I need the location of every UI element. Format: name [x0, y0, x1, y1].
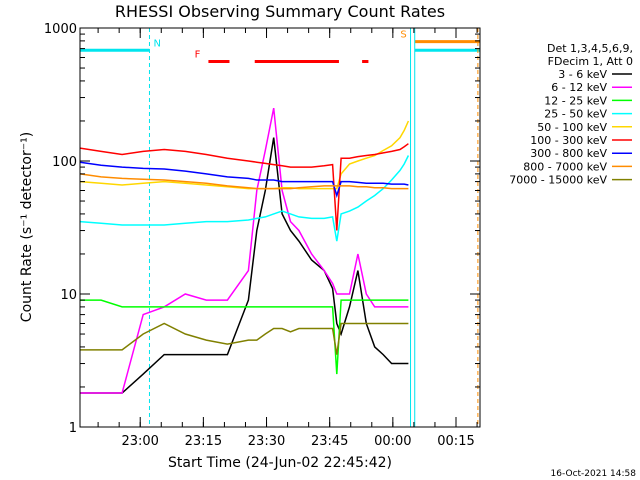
- series-line-6: [80, 143, 409, 231]
- x-tick-label: 23:15: [185, 434, 222, 449]
- x-axis-label: Start Time (24-Jun-02 22:45:42): [168, 455, 392, 471]
- legend-entry-label: 12 - 25 keV: [544, 94, 607, 107]
- series-line-8: [80, 173, 409, 190]
- x-tick-label: 23:30: [248, 434, 285, 449]
- y-tick-label: 100: [52, 155, 77, 170]
- legend-entry-label: 7000 - 15000 keV: [509, 174, 607, 187]
- legend-entry-label: 300 - 800 keV: [530, 147, 607, 160]
- series-line-4: [80, 155, 410, 242]
- legend-entry-label: 3 - 6 keV: [558, 68, 607, 81]
- chart-title: RHESSI Observing Summary Count Rates: [115, 2, 445, 21]
- x-tick-label: 23:45: [311, 434, 348, 449]
- legend-header-line: FDecim 1, Att 0: [548, 55, 633, 68]
- y-axis-label: Count Rate (s⁻¹ detector⁻¹): [19, 132, 35, 322]
- legend: Det 1,3,4,5,6,9,FDecim 1, Att 03 - 6 keV…: [509, 42, 633, 187]
- x-tick-label: 23:00: [121, 434, 158, 449]
- flag-label-s: S: [400, 30, 406, 41]
- y-tick-label: 1: [69, 421, 77, 436]
- legend-entry-label: 25 - 50 keV: [544, 108, 607, 121]
- legend-entry-label: 100 - 300 keV: [530, 134, 607, 147]
- series-line-9: [80, 322, 409, 355]
- legend-entry-label: 50 - 100 keV: [537, 121, 607, 134]
- series-line-2: [80, 107, 409, 394]
- y-tick-label: 10: [60, 288, 77, 303]
- y-tick-label: 1000: [44, 22, 77, 37]
- flag-label-f: F: [195, 49, 201, 60]
- legend-entry-label: 6 - 12 keV: [551, 81, 607, 94]
- series-line-3: [80, 299, 409, 375]
- flag-label-n: N: [153, 38, 160, 49]
- legend-header-line: Det 1,3,4,5,6,9,: [547, 42, 633, 55]
- footer-timestamp: 16-Oct-2021 14:58: [551, 469, 637, 479]
- legend-entry-label: 800 - 7000 keV: [523, 160, 607, 173]
- series-line-7: [80, 161, 409, 199]
- plot-frame: [79, 27, 481, 428]
- series-line-1: [80, 137, 409, 394]
- x-tick-label: 00:15: [437, 434, 474, 449]
- x-tick-label: 00:00: [374, 434, 411, 449]
